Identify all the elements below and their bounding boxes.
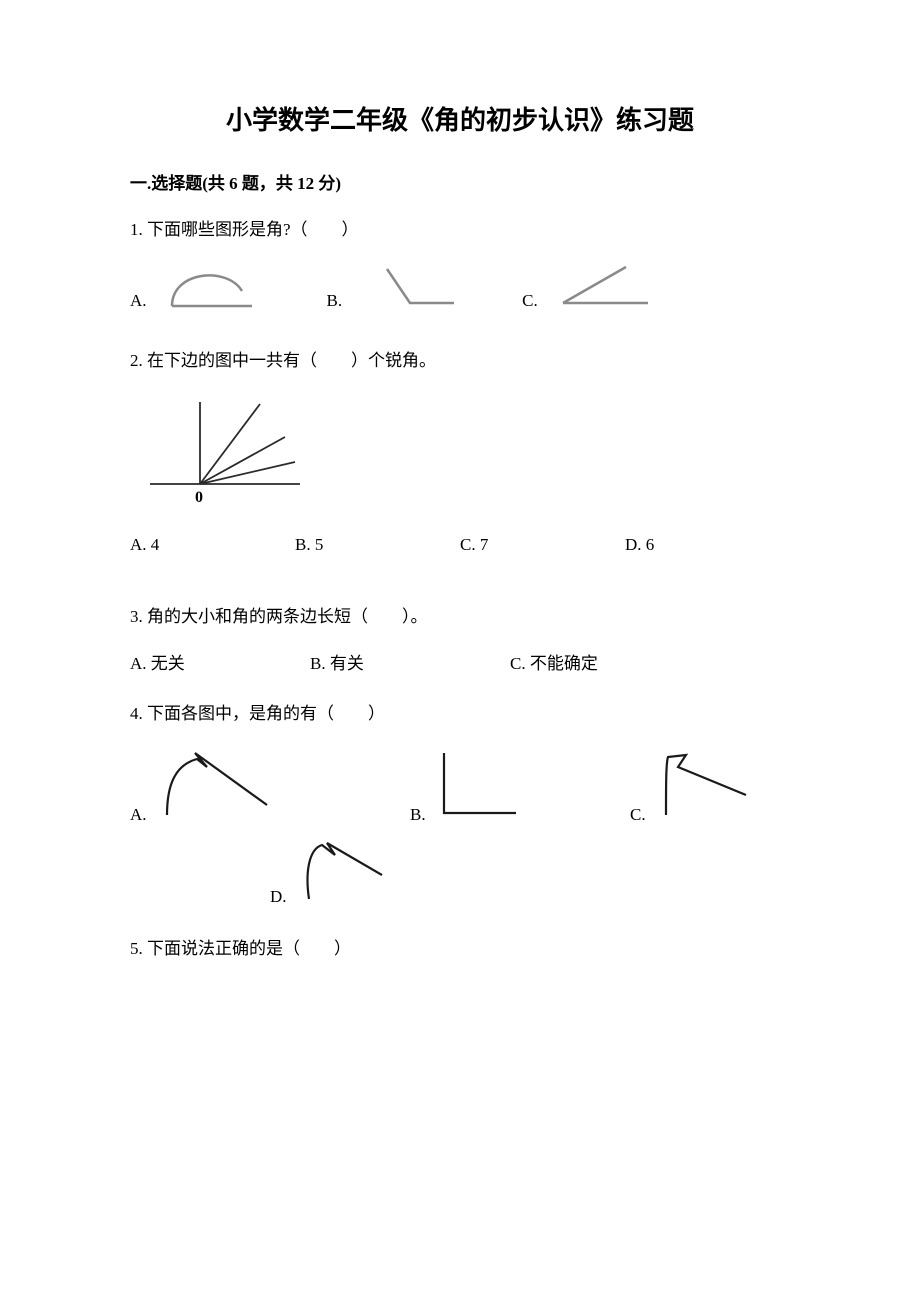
q4-options-row1: A. B. C.: [130, 745, 790, 825]
q4-opt-d-figure: [287, 837, 397, 907]
q1-opt-c-figure: [548, 261, 658, 311]
q2-options: A. 4 B. 5 C. 7 D. 6: [130, 535, 790, 555]
q1-options: A. B. C.: [130, 261, 790, 311]
q3-opt-b: B. 有关: [310, 649, 510, 674]
q1-opt-a-figure: [157, 261, 267, 311]
section-heading: 一.选择题(共 6 题，共 12 分): [130, 169, 790, 194]
q4-text: 4. 下面各图中，是角的有（ ）: [130, 700, 790, 727]
q4-options-row2: D.: [130, 837, 790, 907]
page-title: 小学数学二年级《角的初步认识》练习题: [130, 100, 790, 137]
q4-opt-b-label: B.: [410, 805, 426, 825]
q4-opt-c-figure: [646, 745, 766, 825]
q2-opt-d: D. 6: [625, 535, 790, 555]
q3-opt-c: C. 不能确定: [510, 649, 598, 674]
q2-text: 2. 在下边的图中一共有（ ）个锐角。: [130, 347, 790, 374]
q3-options: A. 无关 B. 有关 C. 不能确定: [130, 649, 790, 674]
q2-opt-c: C. 7: [460, 535, 625, 555]
q1-opt-b-label: B.: [327, 291, 343, 311]
q4-opt-a-label: A.: [130, 805, 147, 825]
q1-opt-c-label: C.: [522, 291, 538, 311]
q3-opt-a: A. 无关: [130, 649, 310, 674]
q3-text: 3. 角的大小和角的两条边长短（ ）。: [130, 603, 790, 630]
q4-opt-c-label: C.: [630, 805, 646, 825]
q2-origin-label: 0: [195, 489, 203, 506]
q1-text: 1. 下面哪些图形是角?（ ）: [130, 216, 790, 243]
q4-opt-d-label: D.: [270, 887, 287, 907]
q1-opt-a-label: A.: [130, 291, 147, 311]
q5-text: 5. 下面说法正确的是（ ）: [130, 935, 790, 962]
q1-opt-b-figure: [352, 261, 462, 311]
q2-figure: 0: [140, 392, 790, 507]
q4-opt-a-figure: [147, 745, 287, 825]
q2-opt-a: A. 4: [130, 535, 295, 555]
q2-opt-b: B. 5: [295, 535, 460, 555]
q4-opt-b-figure: [426, 745, 526, 825]
